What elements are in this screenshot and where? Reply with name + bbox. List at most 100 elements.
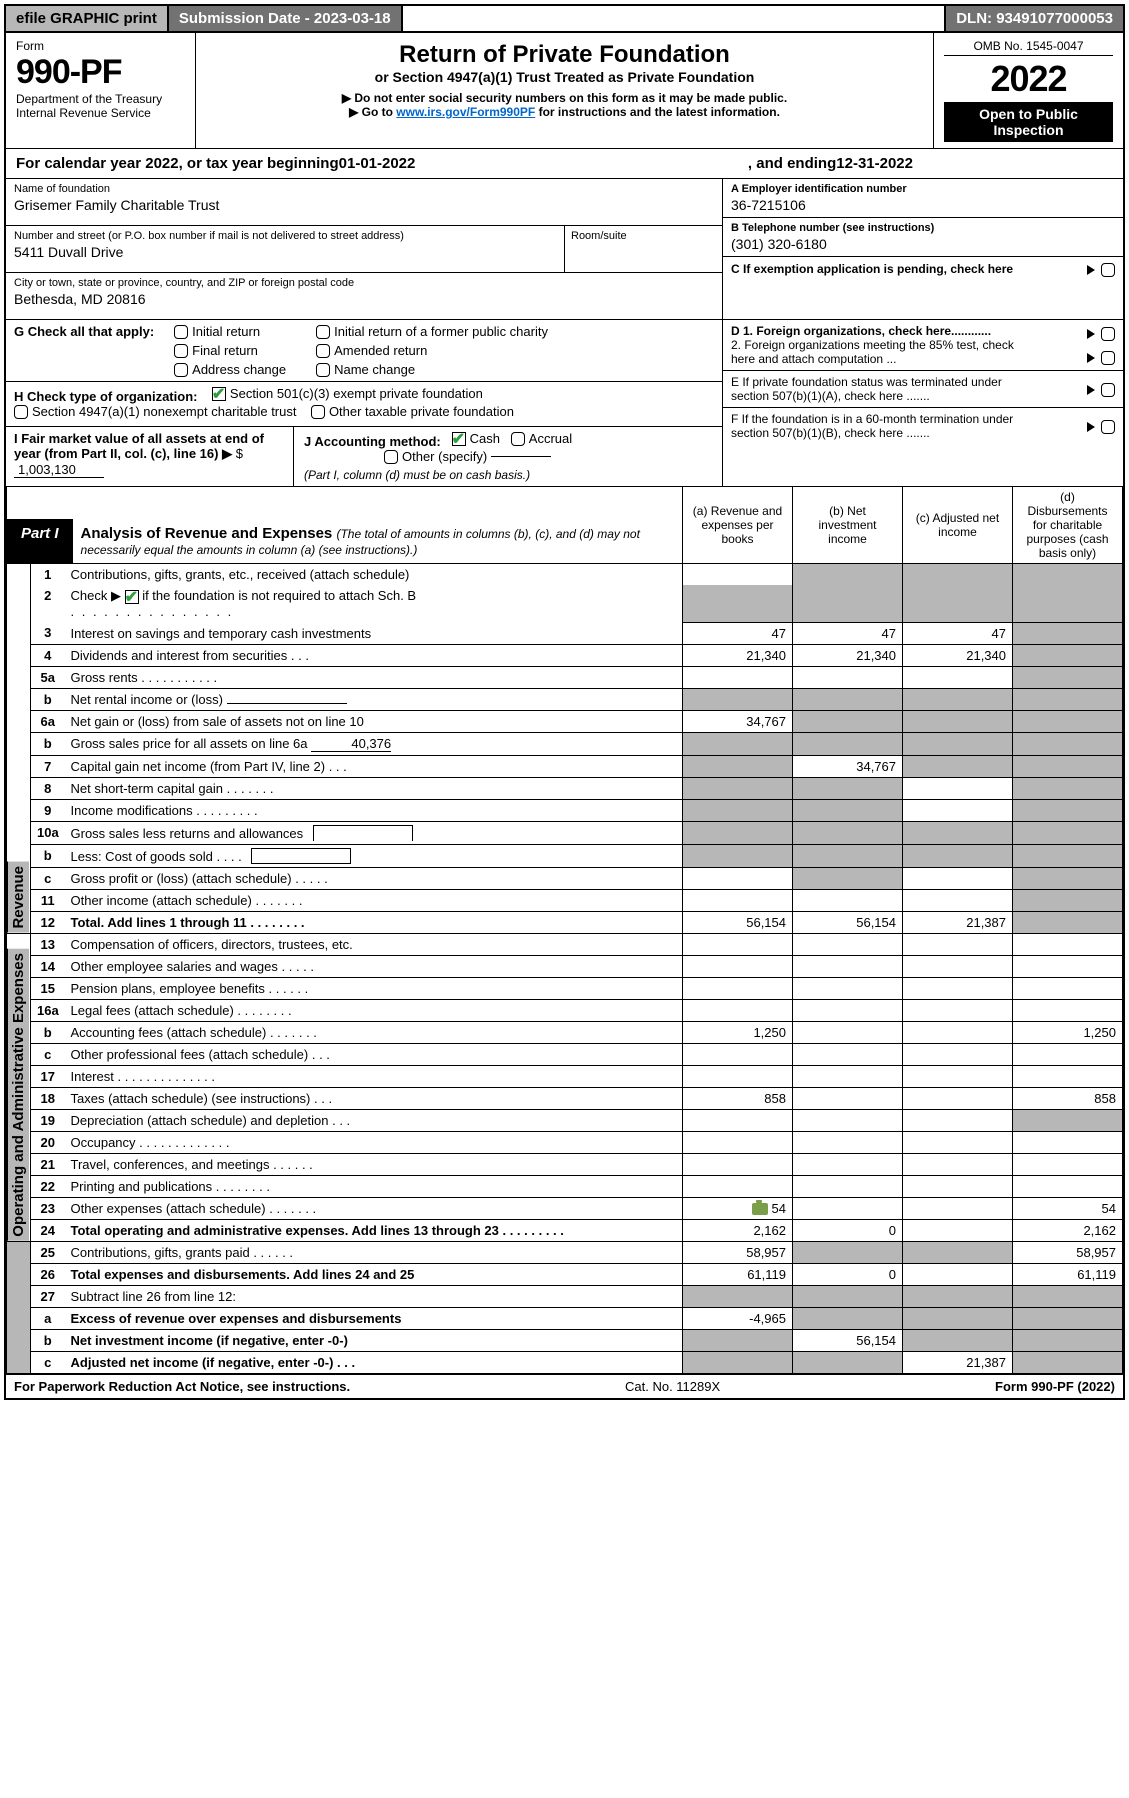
line-7-no: 7 — [31, 755, 65, 777]
line-24-desc: Total operating and administrative expen… — [65, 1219, 683, 1241]
efile-label[interactable]: efile GRAPHIC print — [6, 6, 169, 31]
e-checkbox[interactable] — [1101, 383, 1115, 397]
line-27a-no: a — [31, 1307, 65, 1329]
col-b-header: (b) Net investment income — [793, 487, 903, 564]
f-checkbox[interactable] — [1101, 420, 1115, 434]
line-26-b: 0 — [793, 1263, 903, 1285]
i-prefix: $ — [236, 446, 243, 461]
dept-treasury: Department of the Treasury — [16, 92, 185, 106]
e-label: E If private foundation status was termi… — [731, 375, 1041, 403]
ein-value: 36-7215106 — [731, 195, 1115, 213]
line-24-d: 2,162 — [1013, 1219, 1123, 1241]
line-6b-no: b — [31, 732, 65, 755]
addr-label: Number and street (or P.O. box number if… — [14, 230, 564, 242]
instr2-prefix: ▶ Go to — [349, 105, 396, 119]
footer-catno: Cat. No. 11289X — [625, 1379, 720, 1394]
line-15-desc: Pension plans, employee benefits . . . .… — [65, 977, 683, 999]
footer-left: For Paperwork Reduction Act Notice, see … — [14, 1379, 350, 1394]
line-4-desc: Dividends and interest from securities .… — [65, 644, 683, 666]
g-name-checkbox[interactable] — [316, 363, 330, 377]
line-5b-input[interactable] — [227, 703, 347, 704]
line-1-no: 1 — [31, 564, 65, 586]
d2-checkbox[interactable] — [1101, 351, 1115, 365]
line-26-a: 61,119 — [683, 1263, 793, 1285]
line-10a-box[interactable] — [313, 825, 413, 841]
form-title: Return of Private Foundation — [206, 41, 923, 69]
line-10a-desc-txt: Gross sales less returns and allowances — [71, 826, 304, 841]
line-16b-d: 1,250 — [1013, 1021, 1123, 1043]
line-10b-box[interactable] — [251, 848, 351, 864]
line-23-d: 54 — [1013, 1197, 1123, 1219]
line-15-no: 15 — [31, 977, 65, 999]
g-opt-address: Address change — [192, 362, 286, 377]
camera-icon[interactable] — [752, 1203, 768, 1215]
c-checkbox[interactable] — [1101, 263, 1115, 277]
line-5b-desc-txt: Net rental income or (loss) — [71, 692, 223, 707]
d1-checkbox[interactable] — [1101, 327, 1115, 341]
line-27b-no: b — [31, 1329, 65, 1351]
j-cash-checkbox[interactable] — [452, 432, 466, 446]
line-14-no: 14 — [31, 955, 65, 977]
fmv-value: 1,003,130 — [14, 462, 104, 478]
line-16a-no: 16a — [31, 999, 65, 1021]
line-4-a: 21,340 — [683, 644, 793, 666]
d2-label: 2. Foreign organizations meeting the 85%… — [731, 338, 1014, 366]
line-4-c: 21,340 — [903, 644, 1013, 666]
line-5a-no: 5a — [31, 666, 65, 688]
g-address-checkbox[interactable] — [174, 363, 188, 377]
line-18-a: 858 — [683, 1087, 793, 1109]
line-7-b: 34,767 — [793, 755, 903, 777]
footer-right-c: (2022) — [1074, 1379, 1115, 1394]
line-3-b: 47 — [793, 622, 903, 644]
h-501c3-checkbox[interactable] — [212, 387, 226, 401]
line-21-no: 21 — [31, 1153, 65, 1175]
line-9-no: 9 — [31, 799, 65, 821]
g-initial-checkbox[interactable] — [174, 325, 188, 339]
line-20-no: 20 — [31, 1131, 65, 1153]
d1-label: D 1. Foreign organizations, check here..… — [731, 324, 991, 338]
j-accrual-checkbox[interactable] — [511, 432, 525, 446]
line-3-desc: Interest on savings and temporary cash i… — [65, 622, 683, 644]
j-other-input[interactable] — [491, 456, 551, 457]
form-label: Form — [16, 39, 185, 53]
h-opt1: Section 501(c)(3) exempt private foundat… — [230, 386, 483, 401]
line-16b-no: b — [31, 1021, 65, 1043]
arrow-icon — [1087, 385, 1095, 395]
instr-2: ▶ Go to www.irs.gov/Form990PF for instru… — [206, 105, 923, 119]
arrow-icon — [1087, 422, 1095, 432]
foundation-name: Grisemer Family Charitable Trust — [14, 195, 714, 213]
dept-irs: Internal Revenue Service — [16, 106, 185, 120]
line-3-a: 47 — [683, 622, 793, 644]
line-10a-desc: Gross sales less returns and allowances — [65, 821, 683, 844]
line-2-desc-b: if the foundation is not required to att… — [139, 588, 417, 603]
c-label: C If exemption application is pending, c… — [731, 262, 1013, 276]
line-12-b: 56,154 — [793, 911, 903, 933]
part1-table: Part I Analysis of Revenue and Expenses … — [6, 486, 1123, 1374]
city-label: City or town, state or province, country… — [14, 277, 714, 289]
g-final-checkbox[interactable] — [174, 344, 188, 358]
form-subtitle: or Section 4947(a)(1) Trust Treated as P… — [206, 69, 923, 85]
line-10c-desc: Gross profit or (loss) (attach schedule)… — [65, 867, 683, 889]
schb-checkbox[interactable] — [125, 590, 139, 604]
submission-date: Submission Date - 2023-03-18 — [169, 6, 403, 31]
line-12-a: 56,154 — [683, 911, 793, 933]
phone-label: B Telephone number (see instructions) — [731, 222, 1115, 234]
j-other-checkbox[interactable] — [384, 450, 398, 464]
h-other-checkbox[interactable] — [311, 405, 325, 419]
h-4947-checkbox[interactable] — [14, 405, 28, 419]
name-label: Name of foundation — [14, 183, 714, 195]
line-18-desc: Taxes (attach schedule) (see instruction… — [65, 1087, 683, 1109]
line-12-desc: Total. Add lines 1 through 11 . . . . . … — [65, 911, 683, 933]
col-d-header: (d) Disbursements for charitable purpose… — [1013, 487, 1123, 564]
form990pf-link[interactable]: www.irs.gov/Form990PF — [396, 105, 535, 119]
line-16a-desc: Legal fees (attach schedule) . . . . . .… — [65, 999, 683, 1021]
h-label: H Check type of organization: — [14, 389, 197, 404]
calendar-year-row: For calendar year 2022, or tax year begi… — [6, 149, 1123, 179]
line-10b-desc: Less: Cost of goods sold . . . . — [65, 844, 683, 867]
form-number: 990-PF — [16, 53, 185, 92]
g-initial-former-checkbox[interactable] — [316, 325, 330, 339]
line-10b-no: b — [31, 844, 65, 867]
g-amended-checkbox[interactable] — [316, 344, 330, 358]
g-opt-final: Final return — [192, 343, 258, 358]
topbar: efile GRAPHIC print Submission Date - 20… — [6, 6, 1123, 33]
